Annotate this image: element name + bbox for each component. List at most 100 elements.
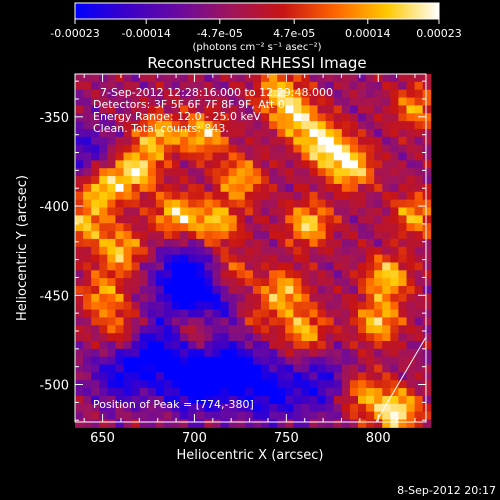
heatmap-cell — [220, 207, 230, 216]
heatmap-cell — [155, 270, 165, 279]
heatmap-cell — [244, 411, 254, 420]
heatmap-cell — [115, 183, 125, 193]
heatmap-cell — [196, 74, 205, 83]
heatmap-cell — [366, 168, 375, 177]
heatmap-cell — [212, 340, 222, 350]
heatmap-cell — [293, 246, 302, 256]
heatmap-cell — [115, 270, 125, 279]
heatmap-cell — [374, 254, 383, 263]
heatmap-cell — [341, 372, 351, 381]
heatmap-cell — [390, 325, 399, 334]
heatmap-cell — [358, 262, 367, 271]
heatmap-cell — [196, 97, 205, 106]
heatmap-cell — [188, 293, 197, 303]
heatmap-cell — [422, 176, 432, 185]
heatmap-cell — [277, 89, 286, 99]
heatmap-cell — [285, 395, 294, 405]
heatmap-cell — [422, 380, 432, 389]
heatmap-cell — [91, 411, 100, 420]
heatmap-cell — [155, 128, 165, 138]
heatmap-cell — [107, 333, 116, 342]
heatmap-cell — [390, 340, 399, 350]
heatmap-cell — [260, 176, 270, 185]
heatmap-cell — [163, 380, 173, 389]
heatmap-cell — [398, 286, 408, 295]
colorbar-tick-label: -4.7e-05 — [197, 27, 243, 40]
heatmap-cell — [382, 309, 391, 318]
heatmap-cell — [220, 199, 230, 208]
heatmap-cell — [236, 270, 246, 279]
heatmap-cell — [236, 223, 246, 232]
heatmap-cell — [228, 262, 238, 271]
heatmap-cell — [382, 97, 391, 106]
heatmap-cell — [277, 207, 286, 216]
heatmap-cell — [99, 121, 108, 130]
heatmap-cell — [228, 340, 238, 350]
heatmap-cell — [172, 286, 181, 295]
heatmap-cell — [244, 395, 254, 405]
heatmap-cell — [374, 113, 383, 122]
heatmap-cell — [172, 388, 181, 397]
heatmap-cell — [99, 183, 108, 193]
heatmap-cell — [358, 121, 367, 130]
heatmap-cell — [277, 97, 286, 106]
heatmap-cell — [212, 168, 222, 177]
heatmap-cell — [172, 105, 181, 114]
heatmap-cell — [325, 254, 335, 263]
heatmap-cell — [252, 113, 262, 122]
heatmap-cell — [180, 286, 189, 295]
heatmap-cell — [115, 333, 125, 342]
heatmap-cell — [131, 419, 141, 428]
heatmap-cell — [374, 183, 383, 193]
heatmap-cell — [147, 97, 157, 106]
heatmap-cell — [163, 340, 173, 350]
heatmap-cell — [91, 278, 100, 287]
heatmap-cell — [131, 199, 141, 208]
heatmap-cell — [180, 278, 189, 287]
heatmap-cell — [366, 333, 375, 342]
heatmap-cell — [349, 278, 359, 287]
heatmap-cell — [301, 317, 310, 326]
heatmap-cell — [147, 301, 157, 311]
heatmap-cell — [309, 309, 319, 318]
heatmap-cell — [341, 333, 351, 342]
heatmap-cell — [269, 136, 278, 146]
heatmap-cell — [309, 160, 319, 169]
heatmap-cell — [83, 136, 92, 146]
heatmap-cell — [277, 262, 286, 271]
heatmap-cell — [325, 121, 335, 130]
heatmap-cell — [252, 215, 262, 224]
heatmap-cell — [147, 380, 157, 389]
heatmap-cell — [163, 223, 173, 232]
heatmap-cell — [293, 191, 302, 201]
heatmap-cell — [398, 325, 408, 334]
heatmap-cell — [155, 254, 165, 263]
heatmap-cell — [123, 286, 133, 295]
heatmap-cell — [293, 136, 302, 146]
heatmap-cell — [398, 191, 408, 201]
heatmap-cell — [390, 191, 399, 201]
heatmap-cell — [99, 254, 108, 263]
heatmap-cell — [358, 395, 367, 405]
heatmap-cell — [139, 301, 149, 311]
heatmap-cell — [139, 419, 149, 428]
heatmap-cell — [236, 144, 246, 154]
heatmap-cell — [196, 356, 205, 366]
heatmap-cell — [131, 74, 141, 83]
heatmap-cell — [220, 301, 230, 311]
heatmap-cell — [293, 395, 302, 405]
heatmap-cell — [123, 160, 133, 169]
heatmap-cell — [196, 364, 205, 373]
heatmap-cell — [83, 89, 92, 99]
heatmap-cell — [349, 105, 359, 114]
heatmap-cell — [123, 89, 133, 99]
heatmap-cell — [91, 388, 100, 397]
heatmap-cell — [244, 419, 254, 428]
heatmap-cell — [317, 270, 327, 279]
heatmap-cell — [147, 364, 157, 373]
heatmap-cell — [131, 105, 141, 114]
heatmap-cell — [269, 372, 278, 381]
heatmap-cell — [406, 262, 416, 271]
heatmap-cell — [228, 356, 238, 366]
heatmap-cell — [180, 403, 189, 413]
